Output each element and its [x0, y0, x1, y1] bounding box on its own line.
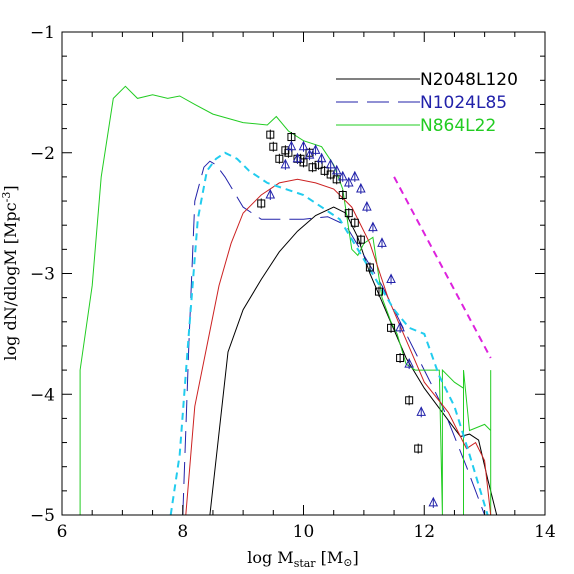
square-point	[344, 208, 353, 219]
square-point	[356, 234, 365, 245]
x-tick-label: 14	[534, 522, 556, 542]
y-tick-label: −5	[30, 506, 55, 526]
triangle-point	[331, 164, 342, 176]
triangle-point	[337, 170, 348, 182]
series-line-curve-3	[185, 178, 492, 516]
triangle-point	[362, 200, 372, 213]
square-point	[326, 169, 335, 180]
y-axis-title: log dN/dlogM [Mpc-3]	[0, 185, 20, 360]
triangle-point	[292, 152, 303, 164]
series-line-curve-5	[393, 176, 492, 359]
square-point	[257, 198, 266, 209]
triangle-point	[316, 152, 327, 164]
triangle-point	[386, 273, 396, 285]
marker-layer	[257, 129, 439, 508]
triangle-point	[416, 406, 427, 418]
square-point	[338, 190, 347, 201]
square-point	[387, 322, 396, 333]
square-point	[350, 217, 359, 228]
x-tick-label: 8	[177, 522, 188, 542]
triangle-point	[350, 170, 360, 182]
x-axis-title: log Mstar [M⊙]	[247, 548, 359, 570]
triangle-point	[395, 321, 405, 333]
y-tick-label: −2	[30, 144, 55, 164]
triangle-point	[304, 149, 315, 161]
square-point	[396, 353, 405, 364]
x-tick-label: 6	[57, 522, 68, 542]
series-line-curve-4	[169, 151, 489, 516]
square-point	[365, 262, 374, 273]
triangle-point	[286, 140, 297, 152]
legend-label-n2048l120: N2048L120	[420, 70, 518, 90]
y-tick-label: −3	[30, 265, 55, 285]
triangle-point	[265, 188, 276, 201]
series-layer	[79, 85, 498, 516]
triangle-point	[310, 144, 321, 156]
square-point	[269, 141, 278, 152]
y-tick-label: −4	[30, 385, 55, 405]
square-point	[414, 443, 423, 454]
legend-label-n1024l85: N1024L85	[420, 93, 507, 113]
axes-layer: 6 8 10 12 14 −1 −2 −3 −4 −5	[30, 23, 556, 542]
square-point	[405, 395, 414, 406]
triangle-point	[428, 496, 439, 508]
triangle-point	[368, 221, 378, 233]
triangle-point	[377, 237, 387, 249]
triangle-point	[404, 357, 414, 370]
square-point	[266, 129, 275, 140]
triangle-point	[325, 158, 336, 170]
square-point	[299, 157, 308, 168]
x-tick-label: 12	[413, 522, 435, 542]
y-tick-label: −1	[30, 23, 55, 43]
series-line-n2048l120	[209, 206, 498, 516]
legend-label-n864l22: N864L22	[420, 116, 496, 136]
triangle-point	[356, 182, 366, 194]
legend: N2048L120 N1024L85 N864L22	[336, 70, 518, 136]
triangle-point	[343, 176, 354, 188]
x-tick-label: 10	[293, 522, 315, 542]
triangle-point	[298, 140, 309, 152]
triangle-point	[280, 158, 291, 170]
square-point	[287, 132, 296, 143]
series-line-n1024l85	[182, 160, 486, 516]
square-point	[374, 286, 383, 297]
square-point	[275, 153, 284, 164]
square-point	[308, 162, 317, 173]
